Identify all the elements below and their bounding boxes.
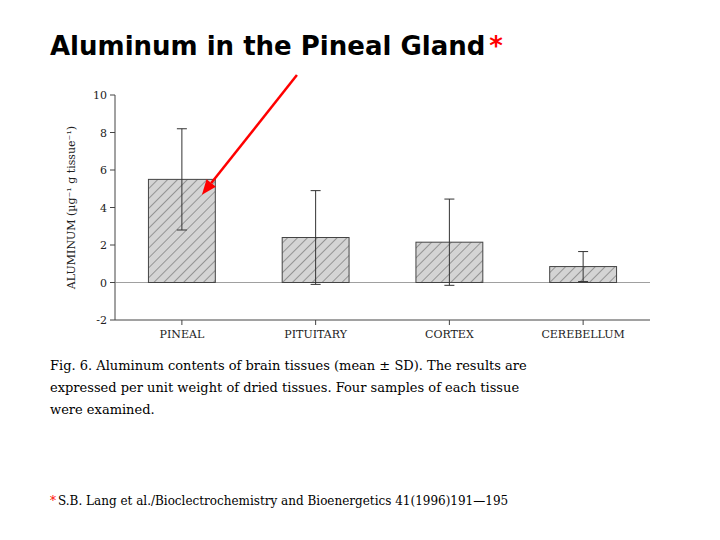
x-tick — [181, 320, 182, 325]
y-axis-label: ALUMINUM (µg⁻¹ g tissue⁻¹) — [65, 126, 78, 290]
error-cap — [444, 199, 454, 200]
x-tick-label: PINEAL — [160, 328, 205, 341]
error-cap — [578, 281, 588, 282]
title-mark: * — [489, 31, 503, 61]
arrow — [202, 75, 297, 195]
error-line — [449, 199, 450, 285]
error-bar — [311, 191, 321, 285]
x-tick — [583, 320, 584, 325]
error-cap — [177, 230, 187, 231]
error-bar — [578, 252, 588, 282]
y-tick — [110, 207, 115, 208]
error-cap — [311, 190, 321, 191]
title: Aluminum in the Pineal Gland — [50, 31, 485, 61]
y-axis-line — [115, 95, 116, 320]
y-tick — [110, 320, 115, 321]
plot-marks — [148, 129, 616, 286]
footnote: S.B. Lang et al./Bioclectrochemistry and… — [58, 494, 508, 508]
error-line — [583, 252, 584, 282]
chart-svg: Aluminum in the Pineal Gland*-20246810AL… — [0, 0, 720, 540]
error-cap — [311, 284, 321, 285]
error-bar — [177, 129, 187, 230]
x-tick — [315, 320, 316, 325]
y-tick — [110, 132, 115, 133]
error-line — [315, 191, 316, 285]
y-tick-label: -2 — [96, 314, 107, 327]
x-tick — [449, 320, 450, 325]
y-tick-label: 2 — [100, 239, 107, 252]
y-tick-label: 6 — [100, 164, 107, 177]
caption-line: expressed per unit weight of dried tissu… — [50, 380, 519, 395]
caption-line: Fig. 6. Aluminum contents of brain tissu… — [50, 358, 527, 373]
x-axis-line — [115, 320, 650, 321]
x-tick-label: CEREBELLUM — [541, 328, 624, 341]
y-tick-label: 8 — [100, 127, 107, 140]
error-cap — [177, 128, 187, 129]
y-tick — [110, 245, 115, 246]
y-tick — [110, 170, 115, 171]
x-tick-label: PITUITARY — [284, 328, 347, 341]
error-cap — [578, 251, 588, 252]
background — [0, 0, 720, 540]
caption-line: were examined. — [50, 402, 155, 417]
y-axis: -2 0 2 4 6 8 10 ALUMINUM (µg⁻¹ g tissue⁻¹) — [65, 89, 115, 327]
error-cap — [444, 285, 454, 286]
y-tick-label: 4 — [100, 202, 107, 215]
error-line — [181, 129, 182, 230]
arrow-head — [202, 179, 216, 194]
error-bar — [444, 199, 454, 285]
arrow-shaft — [211, 75, 297, 183]
y-tick — [110, 282, 115, 283]
x-tick-label: CORTEX — [425, 328, 474, 341]
footnote-mark: * — [50, 494, 56, 508]
y-tick-label: 0 — [100, 277, 107, 290]
y-tick — [110, 95, 115, 96]
y-tick-label: 10 — [93, 89, 107, 102]
